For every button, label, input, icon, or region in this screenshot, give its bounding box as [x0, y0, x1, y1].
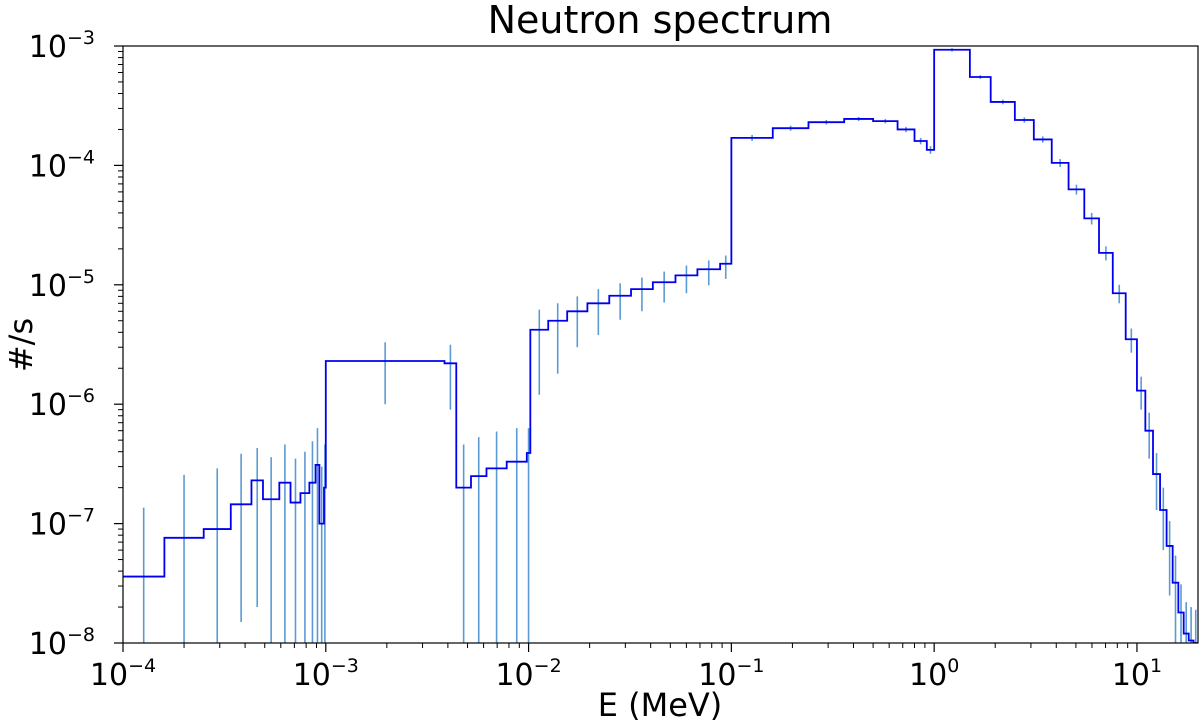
- plot-frame: [122, 45, 1199, 644]
- x-tick-label: 10−2: [495, 655, 561, 693]
- x-tick-label: 10−3: [293, 655, 359, 693]
- y-tick-label: 10−4: [29, 146, 95, 184]
- y-tick-label: 10−7: [29, 505, 95, 543]
- x-tick-label: 10−4: [90, 655, 156, 693]
- chart-title: Neutron spectrum: [488, 0, 833, 42]
- x-axis: 10−4 10−3 10−2 10−1 100 101: [90, 643, 1162, 693]
- x-tick-label: 100: [909, 655, 959, 693]
- y-axis-title: #/s: [2, 318, 40, 372]
- y-axis: 10−8 10−7 10−6 10−5 10−4 10−3: [29, 27, 123, 662]
- y-tick-label: 10−3: [29, 27, 95, 65]
- error-bars: [142, 48, 1197, 643]
- x-tick-label: 10−1: [698, 655, 764, 693]
- x-axis-title: E (MeV): [598, 686, 723, 724]
- x-tick-label: 101: [1112, 655, 1162, 693]
- spectrum-step-line: [123, 48, 1198, 643]
- y-tick-label: 10−8: [29, 624, 95, 662]
- y-tick-label: 10−6: [29, 385, 95, 423]
- series-group: [123, 48, 1198, 643]
- y-tick-label: 10−5: [29, 266, 95, 304]
